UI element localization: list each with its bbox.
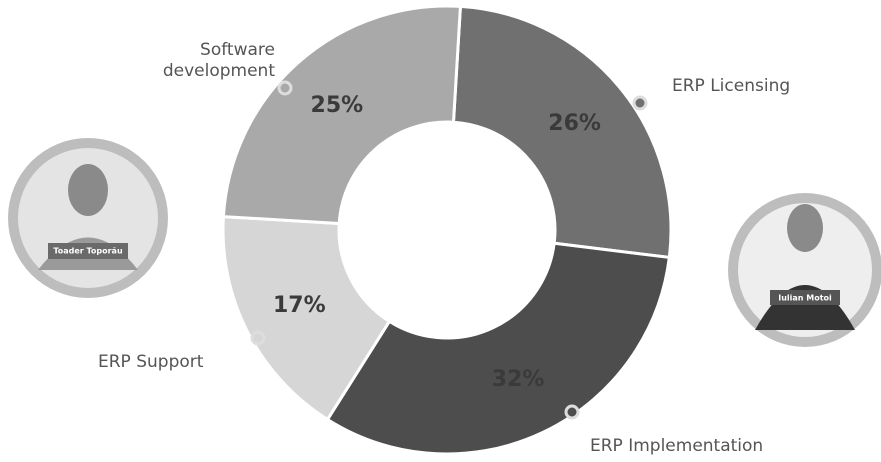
label-dot [277, 80, 293, 96]
portrait-head [68, 164, 108, 216]
label-dot [564, 404, 580, 420]
category-label: ERP Support [98, 352, 204, 372]
name-band [48, 243, 128, 259]
category-label: ERP Implementation [590, 436, 764, 456]
value-label: 17% [273, 293, 326, 318]
donut-segment [221, 4, 463, 226]
category-label: Software development [162, 40, 275, 81]
label-dot [250, 330, 266, 346]
portrait-head [787, 204, 823, 252]
label-dot [632, 95, 648, 111]
portrait-name: Iulian Motoi [778, 294, 832, 303]
category-label: ERP Licensing [672, 76, 791, 96]
portrait-right: Iulian Motoi [728, 193, 881, 347]
value-label: 25% [311, 93, 364, 118]
donut-segment [221, 214, 392, 422]
value-label: 32% [492, 367, 545, 392]
portrait-left: Toader Toporău [8, 138, 168, 298]
donut-segment [325, 241, 671, 456]
name-band [770, 290, 840, 305]
portrait-name: Toader Toporău [53, 247, 123, 256]
donut-segment [451, 4, 673, 260]
value-label: 26% [548, 111, 601, 136]
